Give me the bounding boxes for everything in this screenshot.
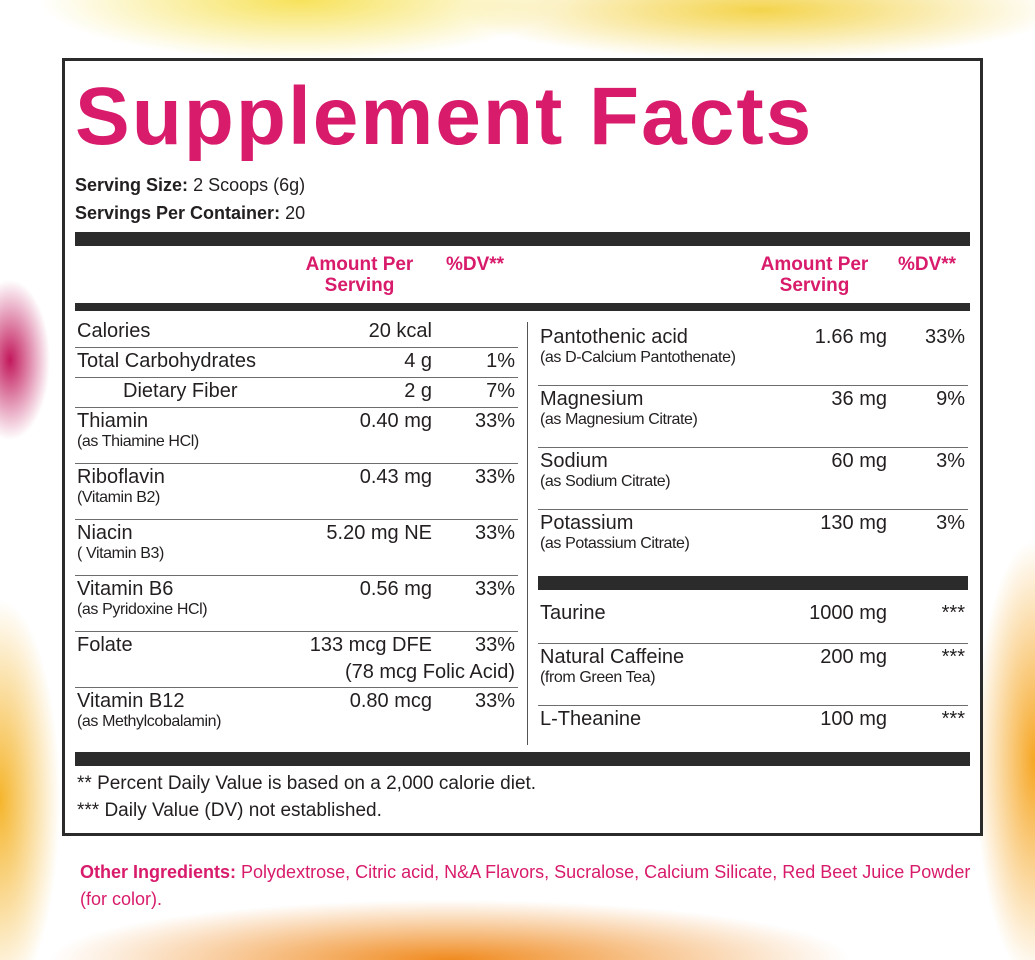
nutrient-name: Pantothenic acid (540, 326, 688, 348)
serving-size: Serving Size: 2 Scoops (6g) (75, 175, 305, 196)
row-rule (75, 519, 518, 520)
daily-value: 7% (486, 380, 515, 402)
nutrient-source: (as Sodium Citrate) (540, 473, 671, 490)
row-rule (75, 687, 518, 688)
amount: 1.66 mg (814, 326, 887, 348)
amount: 36 mg (831, 388, 887, 410)
daily-value: 33% (474, 578, 515, 600)
nutrient-source: (as Potassium Citrate) (540, 535, 690, 552)
daily-value: 33% (924, 326, 965, 348)
amount: 0.80 mcg (349, 690, 432, 712)
daily-value: 1% (486, 350, 515, 372)
thick-bar (538, 576, 968, 590)
amount-header: Amount Per Serving (305, 254, 414, 296)
daily-value: *** (941, 602, 965, 624)
row-rule (75, 407, 518, 408)
footnote: *** Daily Value (DV) not established. (77, 800, 382, 821)
servings-per-container: Servings Per Container: 20 (75, 203, 305, 224)
nutrient-name: Vitamin B6 (77, 578, 174, 600)
row-rule (538, 385, 968, 386)
other-ingredients-label: Other Ingredients: (80, 862, 237, 882)
row-rule (75, 347, 518, 348)
amount: 20 kcal (368, 320, 432, 342)
column-divider (527, 322, 528, 745)
other-ingredients-text: Polydextrose, Citric acid, N&A Flavors, … (80, 862, 971, 909)
serving-size-value: 2 Scoops (6g) (193, 175, 306, 195)
nutrient-source: (as Magnesium Citrate) (540, 411, 698, 428)
amount: 1000 mg (809, 602, 887, 624)
nutrient-name: Riboflavin (77, 466, 165, 488)
nutrient-name: Dietary Fiber (123, 380, 238, 402)
row-rule (538, 447, 968, 448)
nutrient-name: Folate (77, 634, 133, 656)
amount: 4 g (404, 350, 432, 372)
nutrient-name: Total Carbohydrates (77, 350, 256, 372)
dv-header: %DV** (446, 254, 505, 275)
nutrient-name: Calories (77, 320, 151, 342)
amount: 60 mg (831, 450, 887, 472)
row-rule (538, 509, 968, 510)
nutrient-source: (Vitamin B2) (77, 489, 160, 506)
daily-value: 3% (936, 512, 965, 534)
daily-value: 3% (936, 450, 965, 472)
serving-size-label: Serving Size: (75, 175, 189, 195)
thick-bar (75, 232, 970, 246)
title: Supplement Facts (75, 71, 814, 162)
daily-value: *** (941, 646, 965, 668)
row-rule (75, 575, 518, 576)
other-ingredients: Other Ingredients: Polydextrose, Citric … (80, 859, 980, 913)
row-rule (75, 631, 518, 632)
daily-value: 33% (474, 466, 515, 488)
servings-value: 20 (285, 203, 306, 223)
amount: 100 mg (820, 708, 887, 730)
amount: 2 g (404, 380, 432, 402)
nutrient-name: Niacin (77, 522, 133, 544)
daily-value: 33% (474, 690, 515, 712)
nutrient-name: Potassium (540, 512, 634, 534)
nutrient-name: Taurine (540, 602, 606, 624)
nutrient-source: (from Green Tea) (540, 669, 656, 686)
footnote: ** Percent Daily Value is based on a 2,0… (77, 773, 537, 794)
nutrient-name: Natural Caffeine (540, 646, 685, 668)
nutrient-name: Sodium (540, 450, 608, 472)
servings-label: Servings Per Container: (75, 203, 281, 223)
row-rule (538, 705, 968, 706)
nutrient-source: (as Pyridoxine HCl) (77, 601, 208, 618)
nutrient-source: ( Vitamin B3) (77, 545, 164, 562)
nutrient-name: Magnesium (540, 388, 644, 410)
amount-note: (78 mcg Folic Acid) (344, 661, 515, 683)
amount: 0.43 mg (359, 466, 432, 488)
amount: 133 mcg DFE (309, 634, 432, 656)
daily-value: *** (941, 708, 965, 730)
nutrient-source: (as Thiamine HCl) (77, 433, 199, 450)
amount: 5.20 mg NE (326, 522, 432, 544)
daily-value: 33% (474, 522, 515, 544)
nutrient-source: (as Methylcobalamin) (77, 713, 222, 730)
amount-header: Amount Per Serving (760, 254, 869, 296)
amount: 200 mg (820, 646, 887, 668)
nutrient-name: Vitamin B12 (77, 690, 185, 712)
thick-bar (75, 752, 970, 766)
row-rule (538, 643, 968, 644)
nutrient-name: Thiamin (77, 410, 149, 432)
amount: 0.56 mg (359, 578, 432, 600)
amount: 0.40 mg (359, 410, 432, 432)
daily-value: 9% (936, 388, 965, 410)
row-rule (75, 377, 518, 378)
amount: 130 mg (820, 512, 887, 534)
dv-header: %DV** (898, 254, 957, 275)
nutrient-name: L-Theanine (540, 708, 642, 730)
medium-bar (75, 303, 970, 311)
daily-value: 33% (474, 634, 515, 656)
row-rule (75, 463, 518, 464)
nutrient-source: (as D-Calcium Pantothenate) (540, 349, 736, 366)
daily-value: 33% (474, 410, 515, 432)
